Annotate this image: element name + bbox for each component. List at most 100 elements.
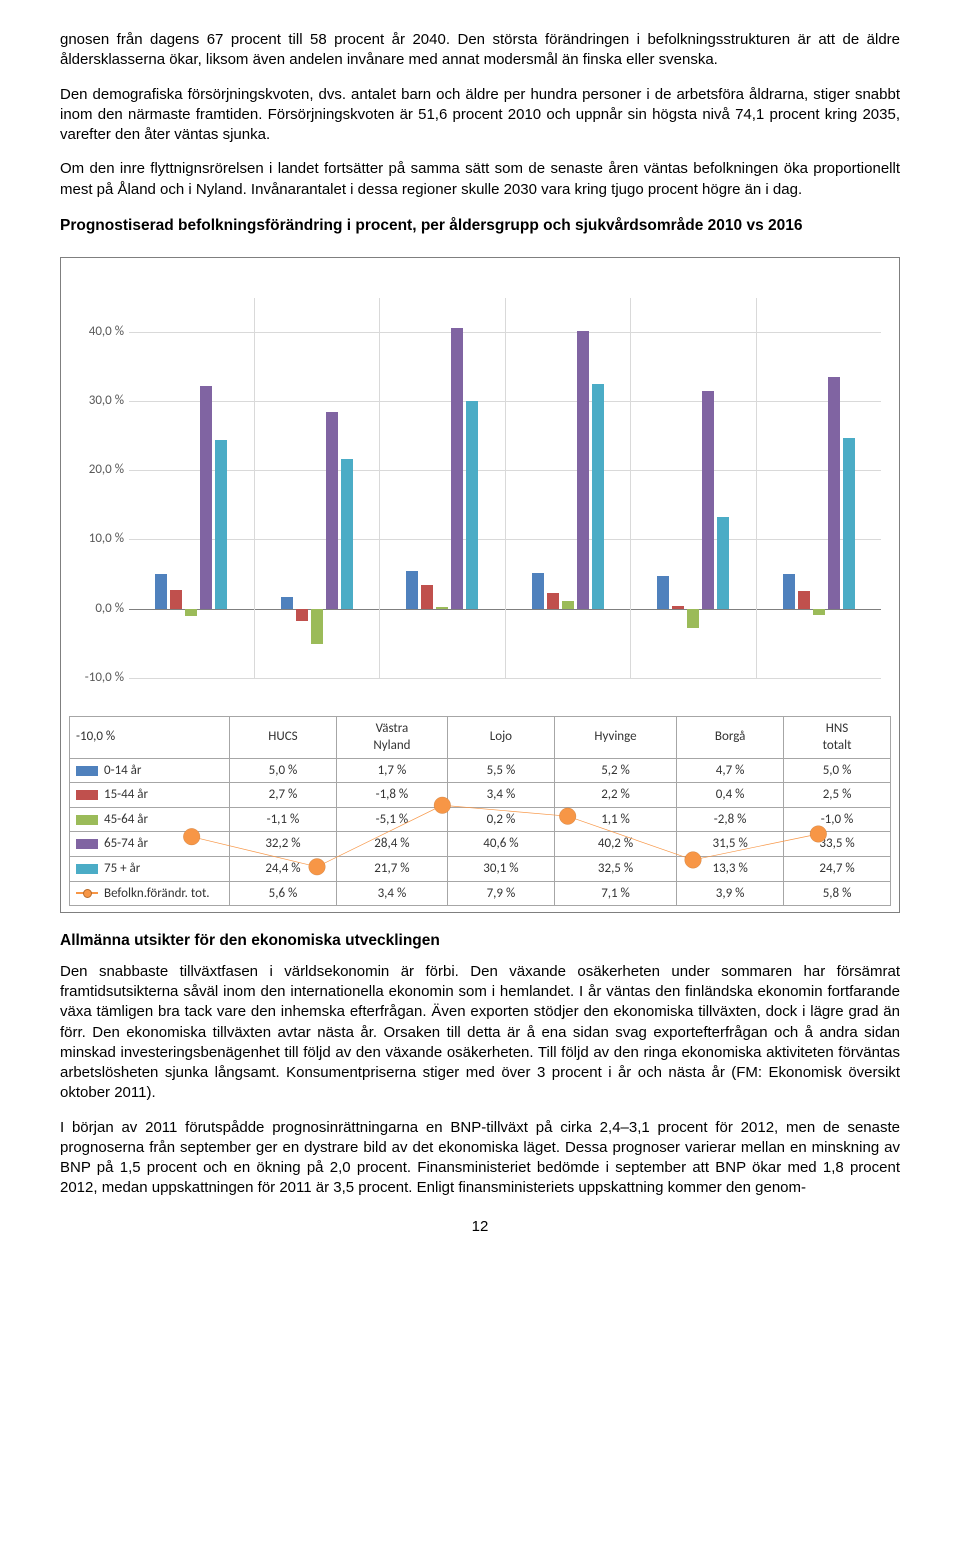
series-label-cell: 45-64 år bbox=[70, 807, 230, 832]
table-cell: -1,1 % bbox=[230, 807, 337, 832]
table-cell: -5,1 % bbox=[336, 807, 447, 832]
bar-cluster bbox=[255, 298, 380, 678]
bar-group bbox=[630, 298, 756, 678]
bar-cluster bbox=[506, 298, 631, 678]
table-cell: 1,1 % bbox=[554, 807, 676, 832]
bar bbox=[828, 377, 840, 608]
bar bbox=[215, 440, 227, 609]
bar bbox=[843, 438, 855, 609]
table-col-header: Lojo bbox=[447, 716, 554, 758]
table-cell: 3,9 % bbox=[677, 881, 784, 906]
chart-title: Prognostiserad befolkningsförändring i p… bbox=[60, 216, 900, 237]
chart-data-table: -10,0 % HUCSVästraNylandLojoHyvingeBorgå… bbox=[69, 716, 891, 906]
color-swatch-icon bbox=[76, 839, 98, 849]
table-cell: 2,7 % bbox=[230, 783, 337, 808]
bar bbox=[717, 517, 729, 609]
bar bbox=[687, 609, 699, 628]
table-cell: 24,4 % bbox=[230, 856, 337, 881]
y-tick-label: -10,0 % bbox=[69, 669, 124, 687]
table-cell: 28,4 % bbox=[336, 832, 447, 857]
bar bbox=[341, 459, 353, 609]
table-row: 0-14 år5,0 %1,7 %5,5 %5,2 %4,7 %5,0 % bbox=[70, 758, 891, 783]
table-cell: 7,9 % bbox=[447, 881, 554, 906]
table-cell: 5,8 % bbox=[784, 881, 891, 906]
series-label-cell: 0-14 år bbox=[70, 758, 230, 783]
table-cell: 33,5 % bbox=[784, 832, 891, 857]
bar bbox=[702, 391, 714, 609]
bar bbox=[406, 571, 418, 609]
bar-group bbox=[379, 298, 505, 678]
table-cell: 13,3 % bbox=[677, 856, 784, 881]
table-cell: 5,2 % bbox=[554, 758, 676, 783]
bar-group bbox=[129, 298, 254, 678]
bar-group bbox=[756, 298, 882, 678]
bar bbox=[281, 597, 293, 609]
table-col-header: HNStotalt bbox=[784, 716, 891, 758]
bar-group bbox=[254, 298, 380, 678]
bar bbox=[421, 585, 433, 608]
bar bbox=[592, 384, 604, 609]
table-col-header: VästraNyland bbox=[336, 716, 447, 758]
table-col-header: Borgå bbox=[677, 716, 784, 758]
table-cell: 5,6 % bbox=[230, 881, 337, 906]
bar bbox=[326, 412, 338, 608]
table-cell: 30,1 % bbox=[447, 856, 554, 881]
series-label: Befolkn.förändr. tot. bbox=[104, 886, 210, 901]
table-cell: 32,5 % bbox=[554, 856, 676, 881]
table-cell: 21,7 % bbox=[336, 856, 447, 881]
chart-container: -10,0 %0,0 %10,0 %20,0 %30,0 %40,0 % -10… bbox=[60, 257, 900, 913]
table-cell: 0,2 % bbox=[447, 807, 554, 832]
table-cell: 4,7 % bbox=[677, 758, 784, 783]
bar bbox=[783, 574, 795, 609]
page-number: 12 bbox=[60, 1217, 900, 1237]
bar bbox=[185, 609, 197, 617]
bar bbox=[296, 609, 308, 621]
table-cell: 40,6 % bbox=[447, 832, 554, 857]
color-swatch-icon bbox=[76, 864, 98, 874]
series-label: 75 + år bbox=[104, 861, 140, 876]
series-label: 65-74 år bbox=[104, 836, 148, 851]
table-cell: 31,5 % bbox=[677, 832, 784, 857]
body-paragraph: Den snabbaste tillväxtfasen i världsekon… bbox=[60, 962, 900, 1104]
series-label: 0-14 år bbox=[104, 763, 141, 778]
bar bbox=[532, 573, 544, 609]
table-topleft: -10,0 % bbox=[70, 716, 230, 758]
body-paragraph: I början av 2011 förutspådde prognosinrä… bbox=[60, 1118, 900, 1199]
y-tick-label: 10,0 % bbox=[69, 531, 124, 549]
table-cell: 2,5 % bbox=[784, 783, 891, 808]
bar bbox=[562, 601, 574, 609]
series-label-cell: 75 + år bbox=[70, 856, 230, 881]
bar-groups bbox=[129, 298, 881, 678]
table-cell: -2,8 % bbox=[677, 807, 784, 832]
y-tick-label: 0,0 % bbox=[69, 600, 124, 618]
table-col-header: HUCS bbox=[230, 716, 337, 758]
bar bbox=[547, 593, 559, 608]
table-cell: 3,4 % bbox=[447, 783, 554, 808]
series-label-cell: Befolkn.förändr. tot. bbox=[70, 881, 230, 906]
gridline bbox=[129, 678, 881, 679]
series-label-cell: 65-74 år bbox=[70, 832, 230, 857]
bar bbox=[798, 591, 810, 608]
bar bbox=[657, 576, 669, 608]
body-paragraph: Om den inre flyttnignsrörelsen i landet … bbox=[60, 159, 900, 200]
chart-plot-area: -10,0 %0,0 %10,0 %20,0 %30,0 %40,0 % bbox=[129, 298, 881, 678]
bar bbox=[170, 590, 182, 609]
series-label: 15-44 år bbox=[104, 787, 148, 802]
bar bbox=[436, 607, 448, 608]
table-cell: -1,0 % bbox=[784, 807, 891, 832]
bar bbox=[577, 331, 589, 609]
y-tick-label: 40,0 % bbox=[69, 323, 124, 341]
y-tick-label: 30,0 % bbox=[69, 393, 124, 411]
table-cell: 1,7 % bbox=[336, 758, 447, 783]
bar-cluster bbox=[129, 298, 254, 678]
table-cell: 0,4 % bbox=[677, 783, 784, 808]
table-row: 75 + år 24,4 %21,7 %30,1 %32,5 %13,3 %24,… bbox=[70, 856, 891, 881]
table-cell: 24,7 % bbox=[784, 856, 891, 881]
table-row: 15-44 år2,7 %-1,8 %3,4 %2,2 %0,4 %2,5 % bbox=[70, 783, 891, 808]
section-heading: Allmänna utsikter för den ekonomiska utv… bbox=[60, 931, 900, 952]
bar bbox=[451, 328, 463, 609]
table-row: Befolkn.förändr. tot.5,6 %3,4 %7,9 %7,1 … bbox=[70, 881, 891, 906]
series-label-cell: 15-44 år bbox=[70, 783, 230, 808]
table-cell: 5,0 % bbox=[784, 758, 891, 783]
color-swatch-icon bbox=[76, 815, 98, 825]
